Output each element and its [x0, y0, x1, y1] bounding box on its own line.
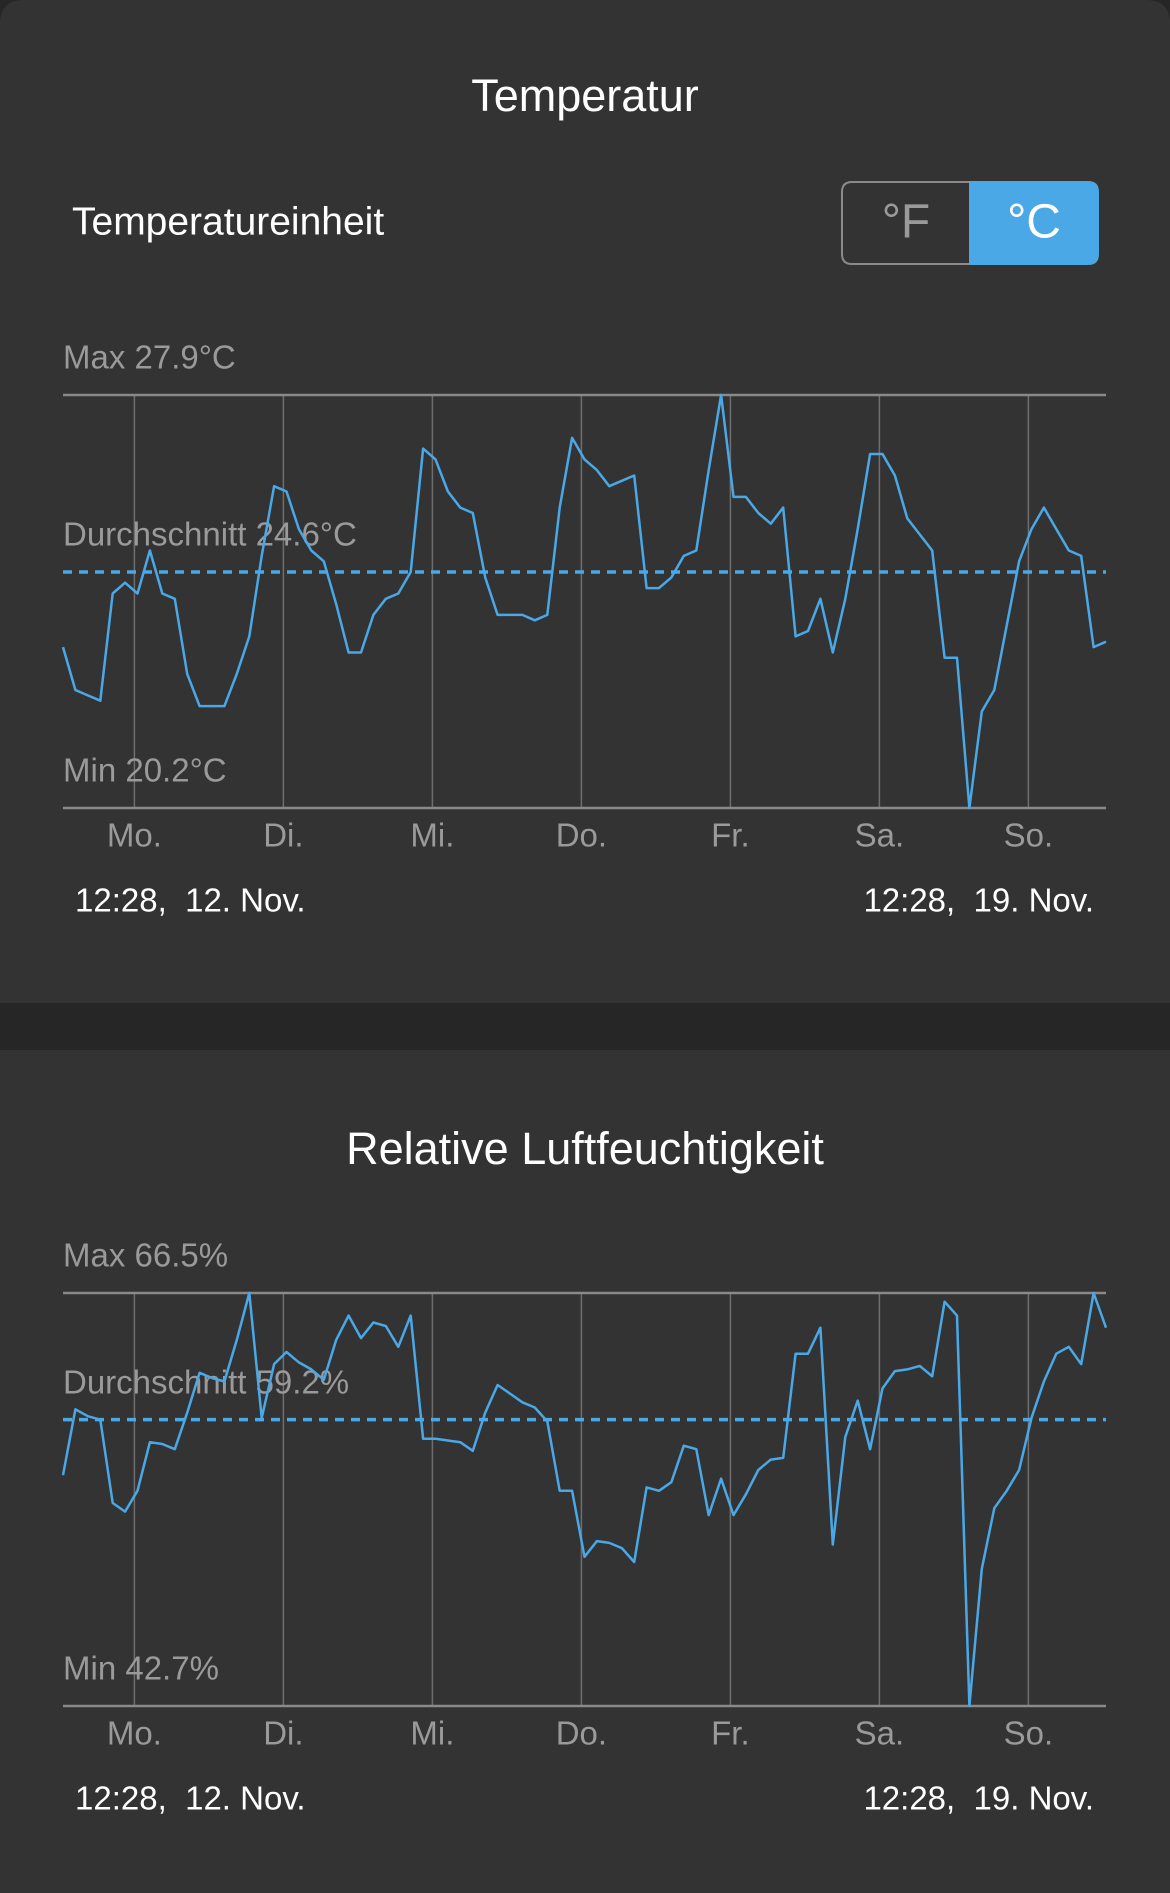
reference-label: Min 42.7% [63, 1650, 219, 1687]
x-tick-label: Mo. [107, 817, 162, 854]
reference-label: Max 66.5% [63, 1237, 228, 1274]
x-tick-label: Sa. [855, 1715, 905, 1752]
unit-option-label[interactable]: °C [1007, 196, 1061, 249]
unit-segmented-control: °F °C [841, 181, 1099, 265]
humidity-card [0, 1050, 1170, 1893]
series-line [61, 393, 1107, 810]
x-tick-label: Di. [263, 1715, 303, 1752]
x-tick-label: Fr. [711, 817, 750, 854]
reference-label: Durchschnitt 24.6°C [63, 516, 357, 553]
start-date: 12:28, 12. Nov. [75, 1780, 306, 1817]
reference-label: Max 27.9°C [63, 339, 236, 376]
x-tick-label: So. [1004, 817, 1054, 854]
reference-label: Min 20.2°C [63, 752, 227, 789]
start-date: 12:28, 12. Nov. [75, 882, 306, 919]
x-tick-label: Do. [556, 1715, 607, 1752]
x-tick-label: Fr. [711, 1715, 750, 1752]
x-tick-label: Mo. [107, 1715, 162, 1752]
unit-label: Temperatureinheit [72, 200, 384, 243]
x-tick-label: Mi. [410, 1715, 454, 1752]
chart-title: Temperatur [471, 70, 699, 121]
unit-option-label[interactable]: °F [882, 196, 931, 249]
end-date: 12:28, 19. Nov. [863, 882, 1094, 919]
unit-option[interactable] [969, 181, 1099, 265]
x-tick-label: Do. [556, 817, 607, 854]
unit-option[interactable] [841, 181, 971, 265]
x-tick-label: Mi. [410, 817, 454, 854]
x-tick-label: So. [1004, 1715, 1054, 1752]
x-tick-label: Di. [263, 817, 303, 854]
x-tick-label: Sa. [855, 817, 905, 854]
series-line [61, 1291, 1108, 1708]
chart-title: Relative Luftfeuchtigkeit [346, 1123, 824, 1174]
reference-label: Durchschnitt 59.2% [63, 1363, 349, 1400]
end-date: 12:28, 19. Nov. [863, 1780, 1094, 1817]
